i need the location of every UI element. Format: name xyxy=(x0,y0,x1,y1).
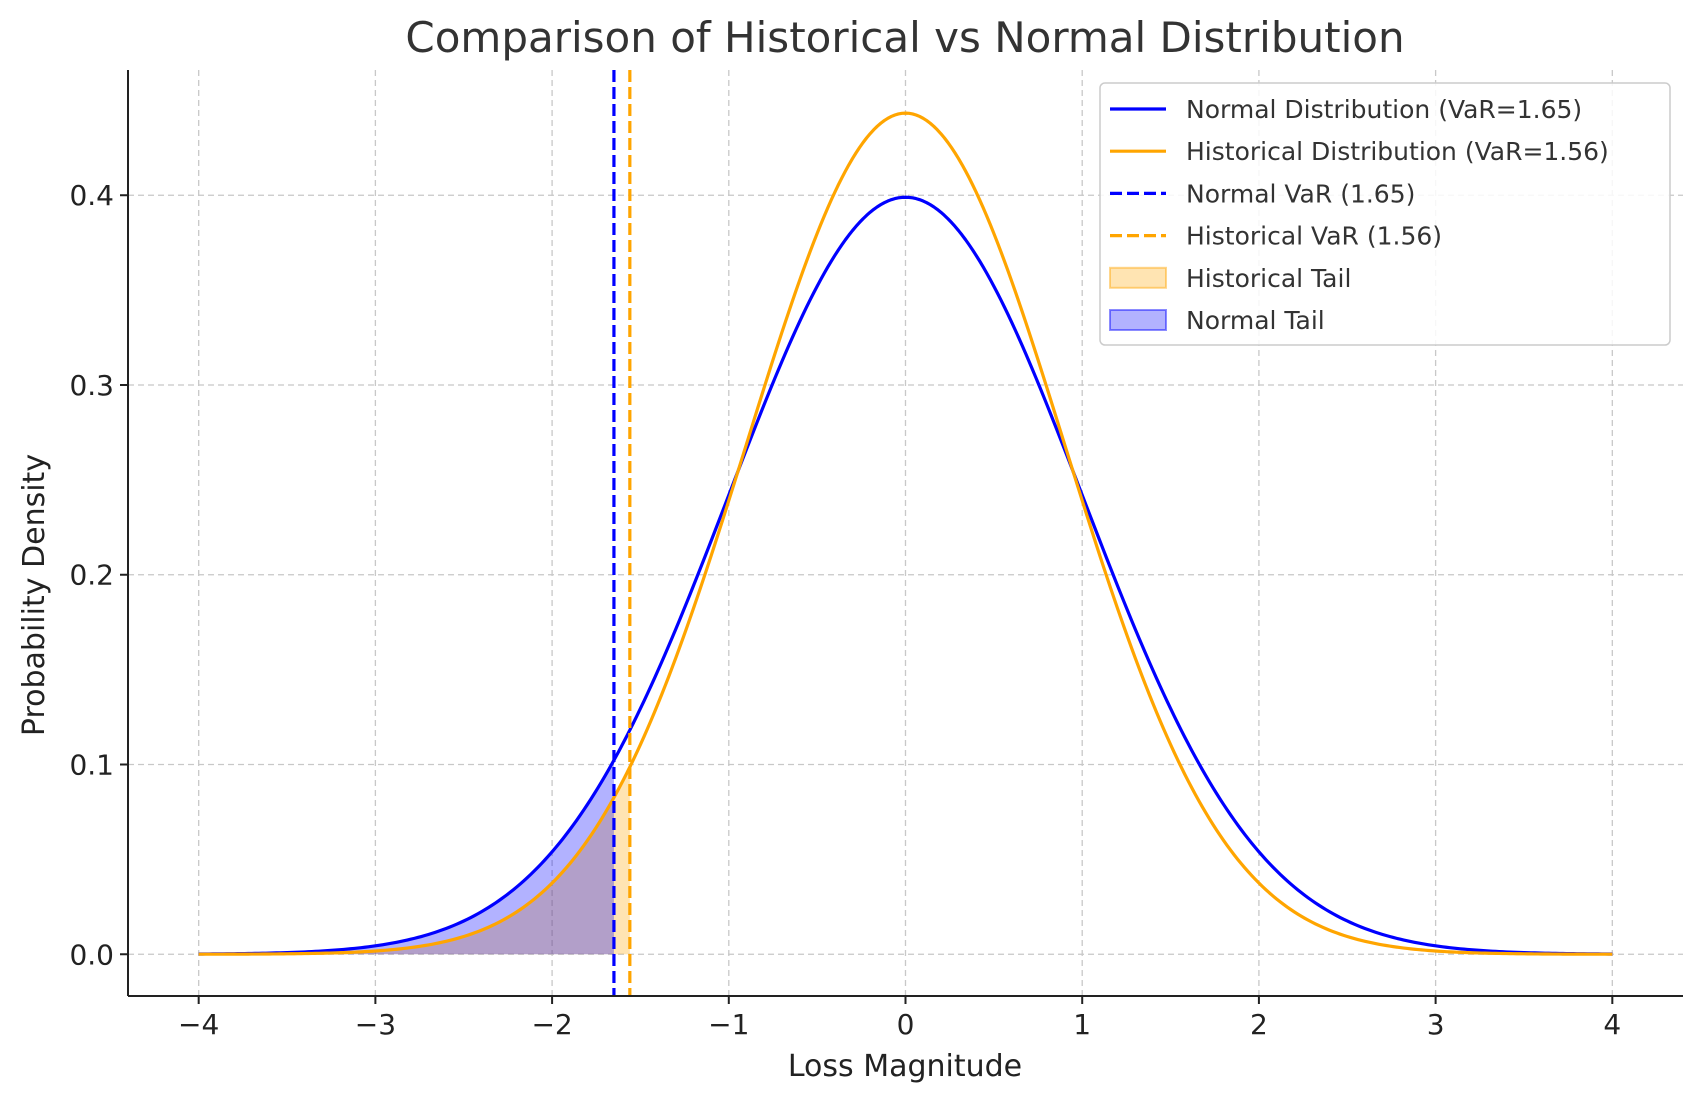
legend-entry-label: Historical Tail xyxy=(1186,264,1351,293)
legend-entry-label: Normal VaR (1.65) xyxy=(1186,179,1415,208)
legend-swatch-patch xyxy=(1109,309,1167,331)
legend-entry-label: Historical VaR (1.56) xyxy=(1186,222,1442,251)
y-tick-label: 0.2 xyxy=(69,559,114,592)
x-tick-label: 3 xyxy=(1427,1008,1445,1041)
historical-tail-fill xyxy=(198,766,630,955)
x-tick-label: 1 xyxy=(1073,1008,1091,1041)
var-lines xyxy=(612,70,632,996)
legend-entry-label: Normal Distribution (VaR=1.65) xyxy=(1186,95,1582,124)
x-tick-label: −1 xyxy=(708,1008,749,1041)
legend: Normal Distribution (VaR=1.65) Historical… xyxy=(1099,82,1671,346)
legend-swatch-patch xyxy=(1109,266,1167,289)
legend-box xyxy=(1099,82,1671,346)
historical-distribution-line xyxy=(198,111,1613,956)
x-tick-label: −4 xyxy=(178,1008,219,1041)
x-axis-label: Loss Magnitude xyxy=(788,1049,1022,1084)
y-tick-label: 0.1 xyxy=(69,749,114,782)
x-tick-label: 2 xyxy=(1250,1008,1268,1041)
y-tick-label: 0.3 xyxy=(69,369,114,402)
chart-title: Comparison of Historical vs Normal Distr… xyxy=(405,13,1404,62)
x-tick-label: 4 xyxy=(1603,1008,1621,1041)
series-lines xyxy=(198,111,1613,956)
legend-entry-label: Normal Tail xyxy=(1186,306,1325,335)
normal-distribution-line xyxy=(198,195,1613,956)
y-axis-label: Probability Density xyxy=(17,454,52,736)
x-tick-label: 0 xyxy=(897,1008,915,1041)
normal-tail-fill xyxy=(198,760,614,955)
x-tick-label: −3 xyxy=(355,1008,396,1041)
y-tick-label: 0.0 xyxy=(69,938,114,971)
x-tick-label: −2 xyxy=(531,1008,572,1041)
legend-entry-label: Historical Distribution (VaR=1.56) xyxy=(1186,137,1609,166)
y-tick-label: 0.4 xyxy=(69,179,114,212)
tail-fills xyxy=(198,760,630,955)
ticks: −4 −3 −2 −1 0 1 2 3 4 0.0 0.1 0.2 0.3 0.4 xyxy=(69,179,1621,1041)
